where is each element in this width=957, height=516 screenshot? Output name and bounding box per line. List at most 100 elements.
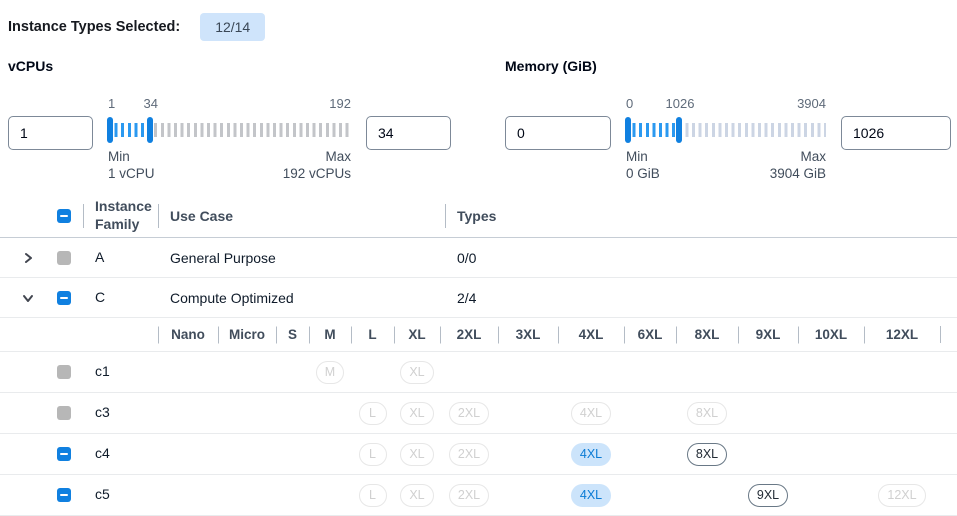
instance-checkbox-c5[interactable] <box>57 488 71 502</box>
instance-table: Instance Family Use Case Types A General … <box>0 194 957 516</box>
memory-slider-scale: 0 1026 3904 <box>626 96 826 111</box>
size-header-row: Nano Micro S M L XL 2XL 3XL 4XL 6XL 8XL 9XL 10XL 12XL <box>0 318 957 352</box>
memory-slider[interactable]: 0 1026 3904 Min 0 GiB Max <box>625 96 826 182</box>
vcpu-slider-scale: 1 34 192 <box>108 96 351 111</box>
size-pill-c4-xl: XL <box>400 442 434 466</box>
size-column-header-6xl: 6XL <box>624 318 676 351</box>
vcpu-slider-track[interactable] <box>107 116 351 144</box>
size-pill-c3-4xl: 4XL <box>570 401 612 425</box>
memory-min-input[interactable] <box>505 116 611 150</box>
vcpu-slider-active-ticks <box>108 123 150 137</box>
select-all-column-header <box>45 208 83 223</box>
use-case-column-header: Use Case <box>158 208 445 224</box>
memory-slider-high-handle[interactable] <box>675 117 682 143</box>
size-pill-c5-2xl: 2XL <box>448 483 490 507</box>
instance-name: c5 <box>95 486 110 503</box>
family-checkbox-c[interactable] <box>57 290 71 305</box>
vcpu-slider[interactable]: 1 34 192 Min 1 vCPU Max <box>107 96 351 182</box>
size-column-header-9xl: 9XL <box>738 318 798 351</box>
vcpu-slider-bounds: Min 1 vCPU Max 192 vCPUs <box>108 148 351 182</box>
instance-row-c1: c1 M XL <box>0 352 957 393</box>
instance-name: c4 <box>95 445 110 462</box>
family-column-header: Instance Family <box>83 198 158 233</box>
instance-row-c4: c4 L XL 2XL 4XL 8XL <box>0 434 957 475</box>
table-header-row: Instance Family Use Case Types <box>0 194 957 238</box>
size-pill-c4-2xl: 2XL <box>448 442 490 466</box>
size-pill-c3-l: L <box>358 401 387 425</box>
size-pill-c3-2xl: 2XL <box>448 401 490 425</box>
size-column-header-nano: Nano <box>158 318 218 351</box>
memory-scale-min-label: 0 <box>626 96 634 111</box>
vcpu-min-input[interactable] <box>8 116 93 150</box>
size-pill-c4-8xl[interactable]: 8XL <box>686 442 728 466</box>
size-pill-c1-m: M <box>315 360 345 384</box>
size-pill-c5-9xl[interactable]: 9XL <box>747 483 789 507</box>
family-types-count: 0/0 <box>457 249 477 266</box>
memory-slider-track[interactable] <box>625 116 826 144</box>
instance-row-c5: c5 L XL 2XL 4XL 9XL 12XL <box>0 475 957 516</box>
family-name: C <box>95 288 106 305</box>
family-row-a: A General Purpose 0/0 <box>0 238 957 278</box>
size-column-header-l: L <box>351 318 394 351</box>
size-pill-c4-4xl[interactable]: 4XL <box>570 442 612 466</box>
memory-filter: Memory (GiB) 0 1026 3904 Min <box>505 46 951 188</box>
vcpu-scale-min-label: 1 <box>108 96 116 111</box>
family-use-case: General Purpose <box>170 249 276 266</box>
size-column-header-xl: XL <box>394 318 440 351</box>
vcpu-min-caption: Min <box>108 149 130 164</box>
vcpu-slider-ticks <box>108 123 351 137</box>
size-column-header-micro: Micro <box>218 318 276 351</box>
size-pill-c5-12xl: 12XL <box>878 483 926 507</box>
size-column-header-s: S <box>276 318 309 351</box>
filters-panel: vCPUs 1 34 192 Min 1 vCPU <box>0 46 957 188</box>
family-use-case: Compute Optimized <box>170 289 294 306</box>
selection-summary-label: Instance Types Selected: <box>8 19 181 35</box>
size-column-header-4xl: 4XL <box>558 318 624 351</box>
memory-max-input[interactable] <box>841 116 951 150</box>
select-all-checkbox[interactable] <box>57 208 71 223</box>
selection-summary: Instance Types Selected: 12/14 <box>0 0 957 46</box>
instance-row-c3: c3 L XL 2XL 4XL 8XL <box>0 393 957 434</box>
instance-checkbox-c4[interactable] <box>57 447 71 461</box>
memory-max-caption: Max <box>800 149 826 164</box>
instance-name: c3 <box>95 404 110 421</box>
memory-filter-title: Memory (GiB) <box>505 58 597 74</box>
vcpu-max-detail: 192 vCPUs <box>282 166 351 181</box>
vcpu-slider-low-handle[interactable] <box>107 117 113 143</box>
size-pill-c3-8xl: 8XL <box>686 401 728 425</box>
vcpu-min-detail: 1 vCPU <box>108 166 155 181</box>
memory-max-detail: 3904 GiB <box>769 166 826 181</box>
memory-scale-current-label: 1026 <box>665 96 695 111</box>
size-column-header-10xl: 10XL <box>798 318 864 351</box>
vcpu-max-caption: Max <box>325 149 351 164</box>
memory-slider-low-handle[interactable] <box>625 117 631 143</box>
types-column-header: Types <box>445 208 957 224</box>
vcpu-slider-high-handle[interactable] <box>146 117 153 143</box>
instance-checkbox-c3 <box>57 406 71 420</box>
collapse-chevron-icon[interactable] <box>0 291 45 305</box>
size-column-header-m: M <box>309 318 351 351</box>
vcpu-scale-max-label: 192 <box>329 96 351 111</box>
expand-chevron-icon[interactable] <box>0 251 45 265</box>
size-pill-c5-4xl[interactable]: 4XL <box>570 483 612 507</box>
memory-min-caption: Min <box>626 149 648 164</box>
memory-min-detail: 0 GiB <box>626 166 660 181</box>
family-row-c: C Compute Optimized 2/4 <box>0 278 957 318</box>
family-checkbox-a <box>57 250 71 265</box>
family-types-count: 2/4 <box>457 289 477 306</box>
memory-slider-bounds: Min 0 GiB Max 3904 GiB <box>626 148 826 182</box>
memory-slider-active-ticks <box>626 123 679 137</box>
memory-scale-max-label: 3904 <box>797 96 826 111</box>
size-pill-c4-l: L <box>358 442 387 466</box>
vcpu-filter-title: vCPUs <box>8 58 54 74</box>
size-header-end-separator <box>940 326 941 343</box>
size-pill-c5-xl: XL <box>400 483 434 507</box>
vcpu-max-input[interactable] <box>366 116 451 150</box>
size-pill-c5-l: L <box>358 483 387 507</box>
size-pill-c1-xl: XL <box>400 360 434 384</box>
instance-checkbox-c1 <box>57 365 71 379</box>
size-column-header-3xl: 3XL <box>498 318 558 351</box>
size-column-header-8xl: 8XL <box>676 318 738 351</box>
selection-count-badge: 12/14 <box>200 13 266 41</box>
vcpu-filter: vCPUs 1 34 192 Min 1 vCPU <box>8 46 451 188</box>
